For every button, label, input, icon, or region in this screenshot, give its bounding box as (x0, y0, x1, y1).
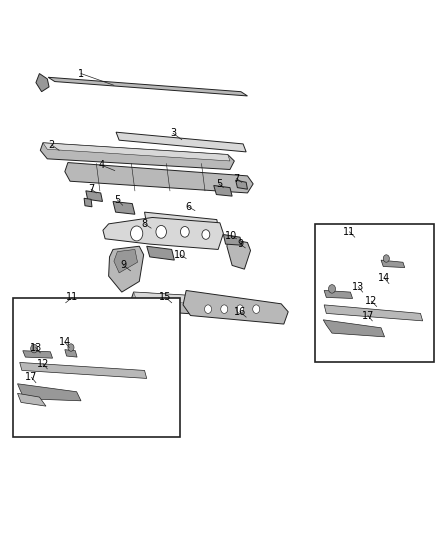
Text: 10: 10 (174, 250, 187, 260)
Text: 8: 8 (141, 219, 148, 229)
Text: 7: 7 (233, 174, 240, 183)
Polygon shape (324, 290, 353, 298)
Polygon shape (114, 249, 138, 273)
Polygon shape (147, 246, 174, 260)
Circle shape (202, 230, 210, 239)
Text: 17: 17 (25, 373, 38, 382)
Circle shape (253, 305, 260, 313)
Polygon shape (65, 350, 77, 357)
Text: 14: 14 (59, 337, 71, 347)
Circle shape (205, 305, 212, 313)
Circle shape (156, 225, 166, 238)
Text: 9: 9 (120, 261, 127, 270)
Bar (13, 298, 180, 437)
Text: 5: 5 (216, 179, 222, 189)
Text: 11: 11 (343, 227, 356, 237)
Polygon shape (214, 185, 232, 196)
Circle shape (68, 344, 74, 351)
Polygon shape (48, 77, 247, 96)
Polygon shape (36, 74, 49, 92)
Circle shape (237, 305, 244, 313)
Polygon shape (381, 260, 405, 268)
Polygon shape (40, 143, 234, 169)
Polygon shape (18, 384, 81, 401)
Polygon shape (23, 351, 53, 358)
Polygon shape (86, 191, 102, 201)
Polygon shape (324, 305, 423, 321)
Text: 13: 13 (352, 282, 364, 292)
Text: 12: 12 (365, 296, 378, 306)
Polygon shape (323, 320, 385, 337)
Polygon shape (65, 163, 253, 193)
Text: 4: 4 (99, 160, 105, 170)
Polygon shape (109, 246, 144, 292)
Polygon shape (18, 393, 46, 406)
Text: 10: 10 (225, 231, 237, 240)
Polygon shape (134, 292, 242, 306)
Text: 15: 15 (159, 293, 172, 302)
Circle shape (328, 285, 336, 293)
Polygon shape (103, 217, 223, 249)
Text: 3: 3 (170, 128, 176, 138)
Circle shape (221, 305, 228, 313)
Text: 1: 1 (78, 69, 84, 78)
Text: 9: 9 (237, 239, 243, 249)
Text: 17: 17 (362, 311, 374, 320)
Circle shape (383, 255, 389, 262)
Text: 13: 13 (30, 343, 42, 352)
Circle shape (180, 227, 189, 237)
Text: 7: 7 (88, 184, 94, 194)
Polygon shape (116, 132, 246, 152)
Polygon shape (20, 362, 147, 378)
Text: 12: 12 (37, 359, 49, 368)
Polygon shape (84, 198, 92, 207)
Polygon shape (113, 201, 135, 214)
Polygon shape (131, 292, 246, 317)
Polygon shape (183, 290, 288, 324)
Text: 6: 6 (185, 202, 191, 212)
Polygon shape (223, 235, 242, 245)
Polygon shape (43, 143, 230, 161)
Text: 14: 14 (378, 273, 391, 283)
Bar (315, 224, 434, 362)
Text: 11: 11 (66, 293, 78, 302)
Text: 2: 2 (49, 140, 55, 150)
Circle shape (131, 226, 143, 241)
Circle shape (31, 344, 38, 353)
Text: 16: 16 (234, 307, 246, 317)
Text: 5: 5 (114, 195, 120, 205)
Polygon shape (145, 212, 219, 232)
Polygon shape (227, 239, 251, 269)
Polygon shape (236, 180, 247, 189)
